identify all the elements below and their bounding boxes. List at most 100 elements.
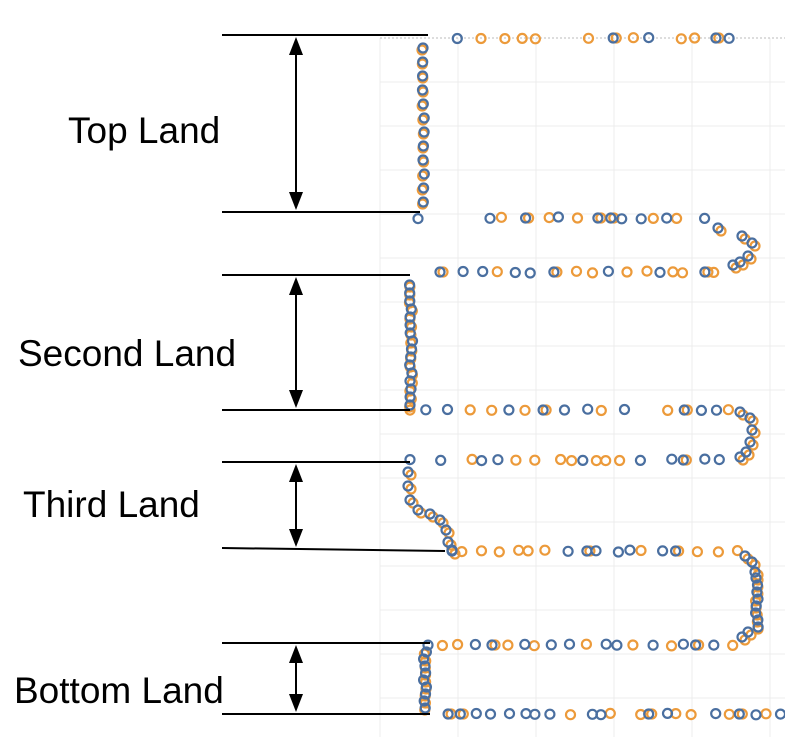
orange-point — [466, 453, 478, 465]
orange-point — [436, 639, 448, 652]
blue-point — [417, 56, 429, 68]
orange-point — [529, 454, 541, 466]
orange-point — [676, 267, 689, 279]
blue-point — [420, 404, 432, 416]
blue-point — [486, 639, 498, 651]
orange-point — [722, 404, 735, 416]
orange-point — [647, 212, 659, 224]
blue-point — [552, 211, 565, 223]
blue-point — [503, 707, 516, 720]
blue-point — [592, 212, 604, 224]
orange-point — [685, 708, 697, 721]
blue-point — [563, 638, 576, 650]
blue-point — [417, 196, 429, 208]
orange-point — [565, 455, 578, 467]
orange-point — [529, 33, 542, 45]
orange-point — [749, 240, 761, 252]
second-land-arrow-head-down — [289, 390, 303, 408]
blue-point — [678, 404, 690, 416]
bottom-land-arrow-head-down — [289, 694, 303, 712]
blue-point — [562, 545, 574, 557]
orange-point — [731, 544, 744, 557]
orange-point — [635, 544, 647, 557]
blue-point — [734, 451, 746, 463]
third-land-dimension — [221, 461, 446, 552]
blue-point — [600, 638, 612, 650]
blue-point — [647, 639, 659, 651]
blue-point — [484, 212, 496, 224]
bottom-land-dimension — [222, 642, 430, 715]
blue-point — [417, 140, 429, 152]
blue-point — [618, 403, 631, 416]
orange-point — [495, 211, 507, 223]
orange-point — [715, 225, 727, 237]
orange-point — [417, 170, 429, 182]
blue-point — [595, 709, 607, 721]
blue-point — [417, 70, 429, 82]
blue-point — [548, 266, 560, 278]
blue-point — [420, 667, 432, 679]
blue-point — [503, 404, 515, 416]
orange-point — [522, 545, 534, 557]
orange-point — [486, 404, 498, 416]
blue-point — [440, 524, 452, 536]
orange-point — [513, 544, 525, 556]
blue-point — [454, 708, 466, 720]
blue-point — [402, 466, 414, 478]
orange-point — [502, 639, 514, 651]
blue-point — [417, 42, 429, 54]
blue-point — [544, 708, 556, 720]
blue-point — [418, 112, 430, 124]
orange-point — [475, 545, 488, 557]
blue-point — [419, 660, 431, 672]
blue-point — [677, 454, 689, 466]
orange-point — [670, 212, 683, 224]
orange-point — [519, 404, 531, 416]
blue-point — [624, 544, 636, 556]
blue-point — [746, 237, 758, 249]
orange-point — [582, 32, 595, 44]
orange-point — [510, 454, 522, 466]
third-land-arrow-head-up — [289, 464, 303, 482]
blue-point — [416, 84, 429, 96]
blue-point — [734, 406, 746, 418]
blue-point — [695, 404, 708, 416]
blue-point — [529, 708, 541, 720]
blue-point — [420, 681, 432, 693]
blue-point — [751, 579, 764, 591]
blue-point — [412, 213, 424, 225]
orange-point — [493, 546, 505, 558]
orange-point — [641, 265, 653, 277]
blue-point — [710, 707, 722, 720]
orange-point — [452, 638, 464, 651]
blue-point — [736, 230, 748, 242]
blue-point — [519, 638, 531, 651]
blue-point — [607, 32, 619, 44]
blue-point — [545, 639, 557, 651]
orange-point — [604, 707, 616, 720]
orange-point — [723, 708, 735, 720]
blue-point — [434, 266, 446, 278]
blue-point — [643, 31, 655, 44]
blue-point — [477, 265, 489, 278]
blue-point — [419, 702, 431, 714]
orange-point — [665, 640, 678, 652]
orange-point — [749, 427, 761, 439]
blue-point — [602, 265, 615, 277]
blue-point — [713, 454, 725, 466]
plot-grid — [379, 38, 785, 737]
blue-point — [412, 504, 424, 516]
blue-point — [422, 639, 434, 651]
orange-point — [405, 469, 417, 481]
blue-point — [418, 182, 430, 194]
second-land-label: Second Land — [18, 333, 236, 374]
blue-point — [577, 454, 589, 466]
blue-point — [744, 436, 756, 448]
blue-point — [611, 639, 623, 651]
orange-point — [712, 546, 725, 558]
orange-point — [627, 639, 639, 651]
orange-point — [570, 265, 583, 277]
blue-point — [524, 267, 536, 279]
blue-point — [669, 545, 682, 557]
blue-point — [654, 266, 666, 278]
